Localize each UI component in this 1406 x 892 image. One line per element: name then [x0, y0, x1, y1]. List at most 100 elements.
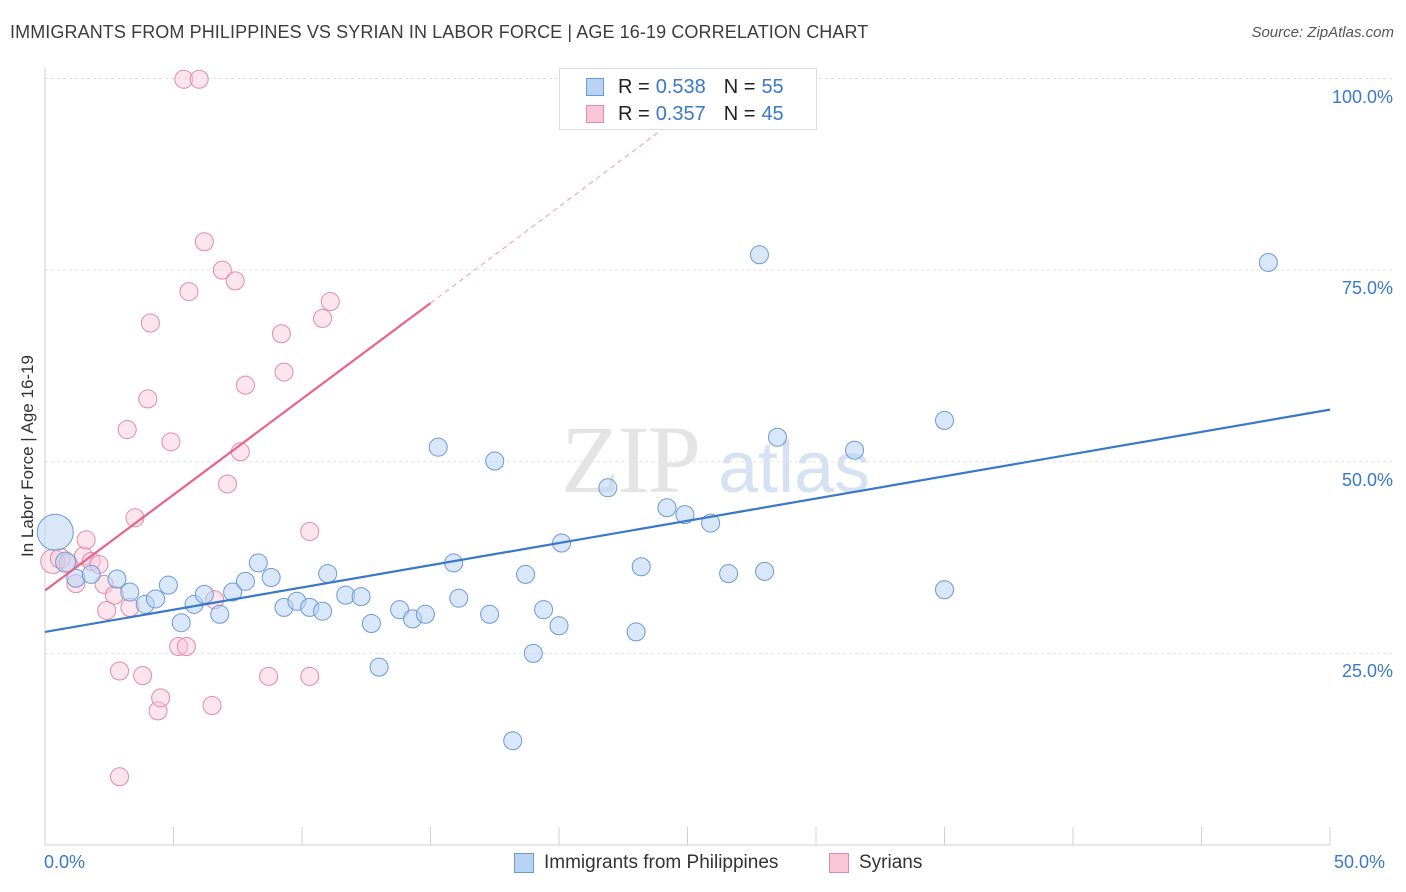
point-philippines	[248, 553, 268, 573]
point-philippines	[534, 600, 554, 620]
point-syrians	[300, 666, 320, 686]
watermark-atlas: atlas	[718, 428, 870, 508]
legend-swatch-syrians	[586, 105, 604, 123]
point-philippines	[598, 478, 618, 498]
point-philippines	[755, 561, 775, 581]
legend-r-value: 0.357	[655, 102, 706, 125]
point-philippines	[480, 604, 500, 624]
bottom-legend-swatch-syrians	[829, 853, 849, 873]
trend-lines	[44, 81, 1331, 633]
point-philippines	[1258, 252, 1278, 272]
legend-r-value: 0.538	[655, 75, 706, 98]
point-philippines	[390, 600, 410, 620]
point-philippines	[318, 564, 338, 584]
point-philippines	[210, 604, 230, 624]
point-syrians	[225, 271, 245, 291]
point-syrians	[174, 69, 194, 89]
point-philippines	[719, 564, 739, 584]
point-philippines	[146, 589, 166, 609]
legend-n-key: N =	[723, 75, 756, 98]
point-philippines	[369, 657, 389, 677]
point-syrians	[169, 636, 189, 656]
point-philippines	[767, 427, 787, 447]
trend-line-philippines	[44, 408, 1331, 633]
point-philippines	[516, 564, 536, 584]
bottom-legend-label-philippines: Immigrants from Philippines	[544, 852, 779, 873]
point-philippines	[120, 582, 140, 602]
point-philippines	[675, 505, 695, 525]
point-philippines	[55, 551, 77, 573]
legend-r-key: R =	[618, 75, 650, 98]
bottom-legend-syrians[interactable]: Syrians	[829, 852, 922, 874]
point-philippines	[657, 498, 677, 518]
series-philippines	[36, 245, 1278, 751]
point-philippines	[935, 410, 954, 430]
legend-row-syrians: R = 0.357 N = 45	[586, 103, 802, 125]
point-philippines	[36, 513, 74, 551]
point-syrians	[217, 474, 237, 494]
grid-lines	[45, 78, 1392, 654]
point-syrians	[176, 636, 196, 656]
point-syrians	[110, 767, 130, 787]
point-philippines	[845, 440, 865, 460]
point-philippines	[361, 613, 381, 633]
chart-title: IMMIGRANTS FROM PHILIPPINES VS SYRIAN IN…	[10, 22, 869, 42]
bottom-legend-label-syrians: Syrians	[859, 852, 923, 873]
point-syrians	[133, 666, 153, 686]
y-tick-label: 25.0%	[1341, 661, 1393, 682]
point-philippines	[235, 571, 255, 591]
legend-r-key: R =	[618, 102, 650, 125]
point-syrians	[151, 688, 171, 708]
point-philippines	[549, 616, 569, 636]
point-philippines	[935, 580, 954, 600]
point-philippines	[626, 622, 646, 642]
point-philippines	[523, 643, 543, 663]
point-philippines	[631, 557, 651, 577]
point-syrians	[161, 432, 181, 452]
point-syrians	[320, 292, 340, 312]
point-philippines	[107, 569, 127, 589]
legend-box: R = 0.538 N = 55 R = 0.357 N = 45	[559, 68, 817, 130]
point-syrians	[179, 282, 199, 302]
point-philippines	[449, 588, 469, 608]
x-tick-label-min: 0.0%	[44, 852, 86, 872]
point-syrians	[271, 324, 291, 344]
point-philippines	[415, 604, 435, 624]
point-syrians	[138, 389, 158, 409]
legend-swatch-philippines	[586, 78, 604, 96]
point-philippines	[158, 575, 178, 595]
bottom-legend-swatch-philippines	[514, 853, 534, 873]
point-syrians	[259, 666, 279, 686]
point-philippines	[171, 613, 191, 633]
bottom-legend-philippines[interactable]: Immigrants from Philippines	[514, 852, 778, 874]
point-philippines	[503, 731, 523, 751]
y-axis-label: In Labor Force | Age 16-19	[18, 355, 37, 557]
point-philippines	[223, 582, 243, 602]
source-label: Source: ZipAtlas.com	[1251, 24, 1394, 41]
legend-row-philippines: R = 0.538 N = 55	[586, 76, 802, 98]
point-philippines	[194, 584, 214, 604]
point-syrians	[313, 308, 333, 328]
point-syrians	[300, 522, 320, 542]
point-philippines	[351, 587, 371, 607]
point-philippines	[749, 245, 769, 265]
legend-n-value: 45	[761, 102, 784, 125]
point-syrians	[189, 69, 209, 89]
y-tick-label: 75.0%	[1341, 278, 1393, 299]
point-syrians	[110, 661, 130, 681]
point-syrians	[274, 362, 294, 382]
legend-n-value: 55	[761, 75, 784, 98]
y-tick-label: 50.0%	[1341, 469, 1393, 490]
series-syrians	[40, 69, 340, 787]
trend-line-syrians	[44, 302, 432, 592]
point-syrians	[212, 260, 232, 280]
point-philippines	[81, 564, 101, 584]
watermark-zip: ZIP	[561, 406, 699, 513]
point-philippines	[428, 437, 448, 457]
point-syrians	[194, 232, 214, 252]
point-syrians	[104, 585, 124, 605]
point-syrians	[97, 600, 117, 620]
point-syrians	[140, 313, 160, 333]
point-syrians	[202, 695, 222, 715]
